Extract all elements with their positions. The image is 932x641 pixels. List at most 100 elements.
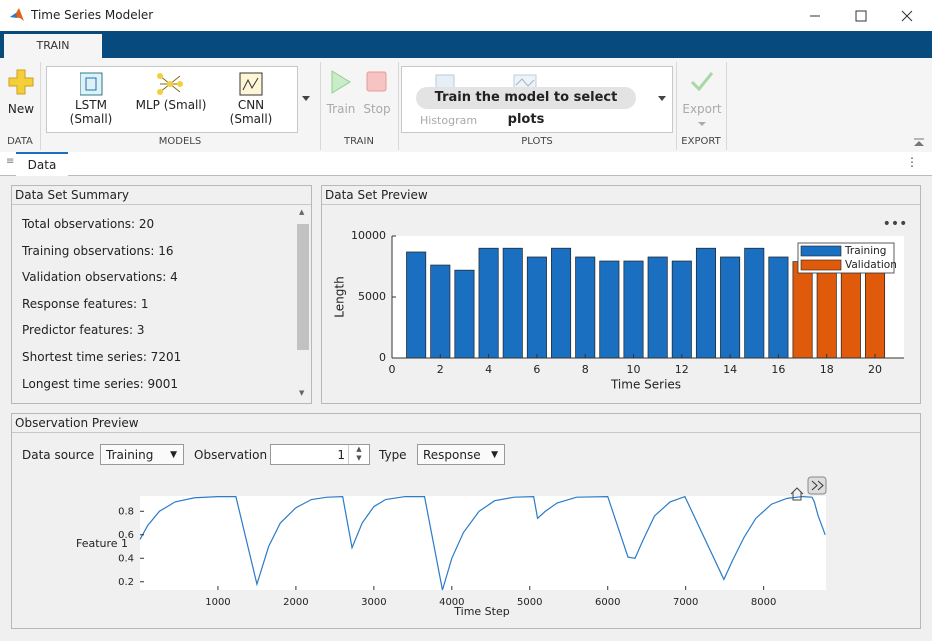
bar <box>503 248 522 358</box>
x-tick-label: 8 <box>582 363 589 376</box>
y-tick-label: 0 <box>379 351 386 364</box>
x-tick-label: 7000 <box>673 597 698 608</box>
label: Observation <box>194 448 267 462</box>
bar <box>672 261 691 358</box>
plots-hint: Train the model to select plots <box>416 87 636 109</box>
tab[interactable]: TRAIN <box>4 34 102 58</box>
panel-title: Observation Preview <box>12 414 920 433</box>
section-label: DATA <box>0 136 40 147</box>
x-tick-label: 6 <box>533 363 540 376</box>
bar <box>696 248 715 358</box>
bar <box>479 248 498 358</box>
x-tick-label: 2 <box>437 363 444 376</box>
export-button[interactable]: Export <box>680 102 724 116</box>
x-tick-label: 18 <box>820 363 834 376</box>
panel-title: Data Set Preview <box>322 186 920 205</box>
summary-panel: Data Set Summary Total observations: 20 T… <box>11 185 312 404</box>
model-button[interactable]: CNN (Small) <box>215 98 287 126</box>
legend-swatch <box>801 246 841 256</box>
bar <box>406 252 425 358</box>
bar <box>431 265 450 358</box>
bar <box>648 257 667 358</box>
x-tick-label: 4 <box>485 363 492 376</box>
y-axis-label: Length <box>333 276 347 317</box>
section-label: TRAIN <box>320 136 398 147</box>
x-tick-label: 8000 <box>751 597 776 608</box>
x-tick-label: 3000 <box>361 597 386 608</box>
bar <box>576 257 595 358</box>
data-source-dropdown[interactable]: Training▼ <box>100 444 184 465</box>
x-tick-label: 14 <box>723 363 737 376</box>
summary-line: Response features: 1 <box>22 297 149 311</box>
panel-title: Data Set Summary <box>12 186 311 205</box>
bar-chart: 0 5000 10000 0 2 4 6 8 10 12 14 16 18 20 Length Time Se… <box>322 205 919 401</box>
document-tab[interactable]: Data <box>16 152 68 176</box>
bar <box>865 262 884 358</box>
x-tick-label: 5000 <box>517 597 542 608</box>
x-axis-label: Time Series <box>610 378 681 392</box>
summary-line: Longest time series: 9001 <box>22 377 178 391</box>
section-label: MODELS <box>40 136 320 147</box>
bar <box>769 257 788 358</box>
y-tick-label: 5000 <box>358 290 386 303</box>
collapse-toolstrip[interactable] <box>912 138 926 148</box>
summary-line: Total observations: 20 <box>22 217 154 231</box>
toolstrip: New DATA LSTM (Small) MLP (Small) CNN (S… <box>0 58 932 153</box>
observation-spinner[interactable]: 1▲▼ <box>270 444 370 465</box>
y-tick-label: 10000 <box>351 229 386 242</box>
new-icon <box>8 69 34 95</box>
summary-line: Training observations: 16 <box>22 244 174 258</box>
title-bar: Time Series Modeler <box>0 0 932 31</box>
model-button[interactable]: MLP (Small) <box>135 98 207 112</box>
legend-label: Validation <box>845 259 897 271</box>
y-axis-label: Feature 1 <box>76 537 128 550</box>
dropdown-value: Training <box>106 448 153 462</box>
bar <box>624 261 643 358</box>
x-tick-label: 20 <box>868 363 882 376</box>
app-icon <box>9 7 25 23</box>
model-icons <box>80 72 280 98</box>
x-tick-label: 1000 <box>205 597 230 608</box>
window-controls[interactable] <box>800 8 920 24</box>
y-tick-label: 0.4 <box>118 553 134 564</box>
bar <box>745 248 764 358</box>
gallery-arrow[interactable] <box>300 93 312 103</box>
label: Type <box>379 448 407 462</box>
bar <box>455 270 474 358</box>
bar <box>527 257 546 358</box>
bar <box>551 248 570 358</box>
section-label: PLOTS <box>398 136 676 147</box>
stop-button[interactable]: Stop <box>360 102 394 116</box>
x-tick-label: 0 <box>389 363 396 376</box>
bar <box>793 262 812 358</box>
y-tick-label: 0.8 <box>118 506 134 517</box>
legend-swatch <box>801 260 841 270</box>
y-tick-label: 0.2 <box>118 577 134 588</box>
line-chart: 0.20.40.60.81000200030004000500060007000… <box>12 475 919 625</box>
tab-strip: TRAIN <box>0 31 932 58</box>
x-tick-label: 12 <box>675 363 689 376</box>
model-button[interactable]: LSTM (Small) <box>55 98 127 126</box>
type-dropdown[interactable]: Response▼ <box>417 444 505 465</box>
x-tick-label: 10 <box>627 363 641 376</box>
x-tick-label: 2000 <box>283 597 308 608</box>
section-label: EXPORT <box>676 136 726 147</box>
legend-label: Training <box>844 245 886 257</box>
train-stop-icons <box>330 70 390 94</box>
export-icon <box>690 70 714 92</box>
train-button[interactable]: Train <box>324 102 358 116</box>
scrollbar-thumb[interactable] <box>297 224 309 350</box>
axes-menu: ••• <box>883 216 908 232</box>
histogram-button[interactable]: Histogram <box>420 114 477 127</box>
new-button[interactable]: New <box>4 102 38 116</box>
bar <box>817 262 836 358</box>
summary-line: Shortest time series: 7201 <box>22 350 181 364</box>
bar <box>720 257 739 358</box>
label: Data source <box>22 448 94 462</box>
plot-area <box>140 496 826 590</box>
x-tick-label: 16 <box>771 363 785 376</box>
spinner-value: 1 <box>337 448 345 462</box>
window-title: Time Series Modeler <box>31 8 153 22</box>
gallery-arrow[interactable] <box>656 93 668 103</box>
